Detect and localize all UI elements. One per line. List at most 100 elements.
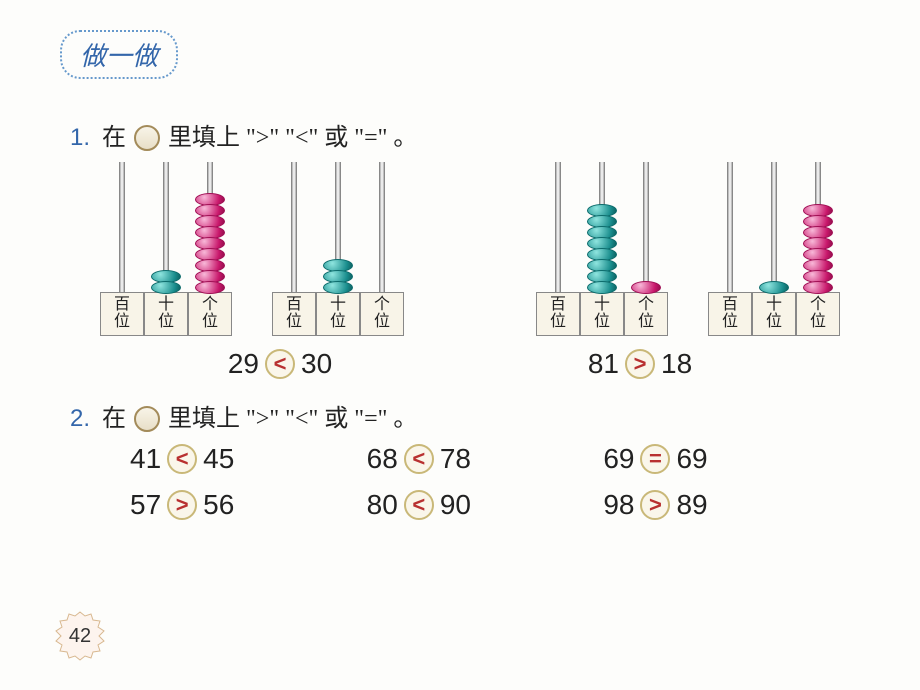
comparison-item: 41 <45 xyxy=(130,443,307,475)
op: > xyxy=(634,351,647,377)
abacus-group-right: 百 位十 位个 位 百 位十 位个 位 xyxy=(536,162,840,336)
q2-grid: 41 <45 68 <78 69 = 69 57 >56 80 <90 98>89 xyxy=(130,443,780,521)
rod-area xyxy=(580,162,624,292)
blank-circle-icon xyxy=(134,406,160,432)
comparison-item: 29 < 30 xyxy=(228,348,332,380)
bead xyxy=(323,281,353,294)
bead xyxy=(195,281,225,294)
q1-text-after: 里填上 ">" "<" 或 "=" 。 xyxy=(168,125,417,151)
op: = xyxy=(649,446,662,472)
rod xyxy=(727,162,733,292)
abacus-column: 十 位 xyxy=(580,162,624,336)
place-label: 十 位 xyxy=(580,292,624,336)
op: < xyxy=(412,446,425,472)
place-label: 个 位 xyxy=(360,292,404,336)
beads xyxy=(803,204,833,292)
abacus-column: 个 位 xyxy=(796,162,840,336)
abacus-column: 个 位 xyxy=(360,162,404,336)
comparison-item: 69 = 69 xyxy=(603,443,780,475)
rod xyxy=(119,162,125,292)
place-label: 个 位 xyxy=(624,292,668,336)
page-number-badge: 42 xyxy=(54,610,106,662)
answer-circle[interactable]: < xyxy=(167,444,197,474)
abacus-2: 百 位十 位个 位 xyxy=(536,162,668,336)
rod xyxy=(555,162,561,292)
q2-text-before: 在 xyxy=(102,406,126,432)
rod-area xyxy=(144,162,188,292)
cmp-right: 89 xyxy=(676,489,707,521)
answer-circle[interactable]: > xyxy=(167,490,197,520)
answer-circle[interactable]: = xyxy=(640,444,670,474)
beads xyxy=(631,281,661,292)
cmp-left: 69 xyxy=(603,443,634,475)
rod xyxy=(643,162,649,292)
cmp-left: 81 xyxy=(588,348,619,380)
comparison-item: 98>89 xyxy=(603,489,780,521)
op: < xyxy=(274,351,287,377)
answer-circle[interactable]: > xyxy=(625,349,655,379)
abacus-3: 百 位十 位个 位 xyxy=(708,162,840,336)
answer-circle[interactable]: < xyxy=(265,349,295,379)
cmp-right: 56 xyxy=(203,489,234,521)
abacus-column: 个 位 xyxy=(188,162,232,336)
place-label: 百 位 xyxy=(536,292,580,336)
rod xyxy=(379,162,385,292)
op: > xyxy=(176,492,189,518)
cmp-right: 45 xyxy=(203,443,234,475)
answer-circle[interactable]: < xyxy=(404,490,434,520)
answer-circle[interactable]: > xyxy=(640,490,670,520)
bead xyxy=(151,281,181,294)
cmp-right: 69 xyxy=(676,443,707,475)
rod-area xyxy=(796,162,840,292)
cmp-left: 57 xyxy=(130,489,161,521)
beads xyxy=(587,204,617,292)
rod-area xyxy=(316,162,360,292)
op: < xyxy=(176,446,189,472)
place-label: 十 位 xyxy=(752,292,796,336)
q1-comparisons: 29 < 30 81 > 18 xyxy=(100,348,820,380)
abacus-column: 个 位 xyxy=(624,162,668,336)
beads xyxy=(323,259,353,292)
abacus-row: 百 位十 位个 位 百 位十 位个 位 百 位十 位个 位 百 位十 位个 位 xyxy=(100,162,840,336)
page-number: 42 xyxy=(54,610,106,662)
cmp-left: 80 xyxy=(367,489,398,521)
place-label: 百 位 xyxy=(708,292,752,336)
abacus-column: 百 位 xyxy=(272,162,316,336)
abacus-column: 百 位 xyxy=(708,162,752,336)
abacus-column: 十 位 xyxy=(316,162,360,336)
cmp-left: 68 xyxy=(367,443,398,475)
rod-area xyxy=(272,162,316,292)
header-badge: 做一做 xyxy=(60,30,178,79)
comparison-item: 57 >56 xyxy=(130,489,307,521)
bead xyxy=(587,281,617,294)
beads xyxy=(759,281,789,292)
abacus-column: 百 位 xyxy=(536,162,580,336)
abacus-0: 百 位十 位个 位 xyxy=(100,162,232,336)
cmp-right: 78 xyxy=(440,443,471,475)
place-label: 十 位 xyxy=(144,292,188,336)
q2-text-after: 里填上 ">" "<" 或 "=" 。 xyxy=(168,406,417,432)
abacus-column: 百 位 xyxy=(100,162,144,336)
op: < xyxy=(412,492,425,518)
comparison-item: 81 > 18 xyxy=(588,348,692,380)
rod-area xyxy=(752,162,796,292)
cmp-left: 41 xyxy=(130,443,161,475)
bead xyxy=(759,281,789,294)
place-label: 十 位 xyxy=(316,292,360,336)
rod-area xyxy=(536,162,580,292)
rod-area xyxy=(360,162,404,292)
rod xyxy=(291,162,297,292)
rod xyxy=(771,162,777,292)
cmp-right: 30 xyxy=(301,348,332,380)
cmp-right: 90 xyxy=(440,489,471,521)
bead xyxy=(803,281,833,294)
abacus-1: 百 位十 位个 位 xyxy=(272,162,404,336)
answer-circle[interactable]: < xyxy=(404,444,434,474)
rod-area xyxy=(100,162,144,292)
abacus-group-left: 百 位十 位个 位 百 位十 位个 位 xyxy=(100,162,404,336)
cmp-left: 29 xyxy=(228,348,259,380)
q1-text-before: 在 xyxy=(102,125,126,151)
blank-circle-icon xyxy=(134,125,160,151)
rod-area xyxy=(708,162,752,292)
place-label: 百 位 xyxy=(100,292,144,336)
